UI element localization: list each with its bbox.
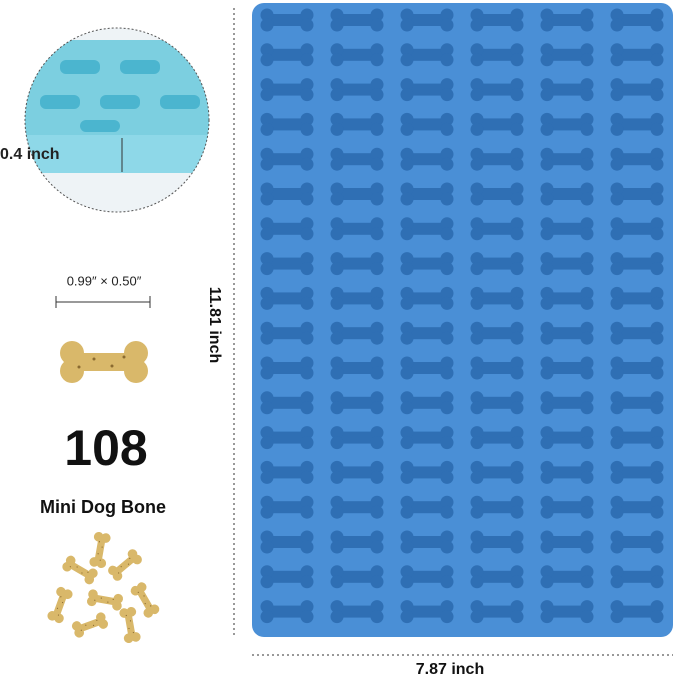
count: 108 [64, 420, 147, 476]
width-label: 7.87 inch [416, 661, 484, 678]
height-label: 11.81 inch [206, 287, 223, 364]
biscuit [60, 341, 148, 383]
mold [252, 3, 673, 637]
bone-size-label: 0.99″ × 0.50″ [67, 273, 142, 288]
thickness-label: 0.4 inch [0, 146, 60, 163]
product-name: Mini Dog Bone [40, 497, 166, 517]
size-bracket [55, 296, 151, 308]
zoom-circle [24, 27, 210, 213]
biscuit-pile [46, 531, 162, 644]
